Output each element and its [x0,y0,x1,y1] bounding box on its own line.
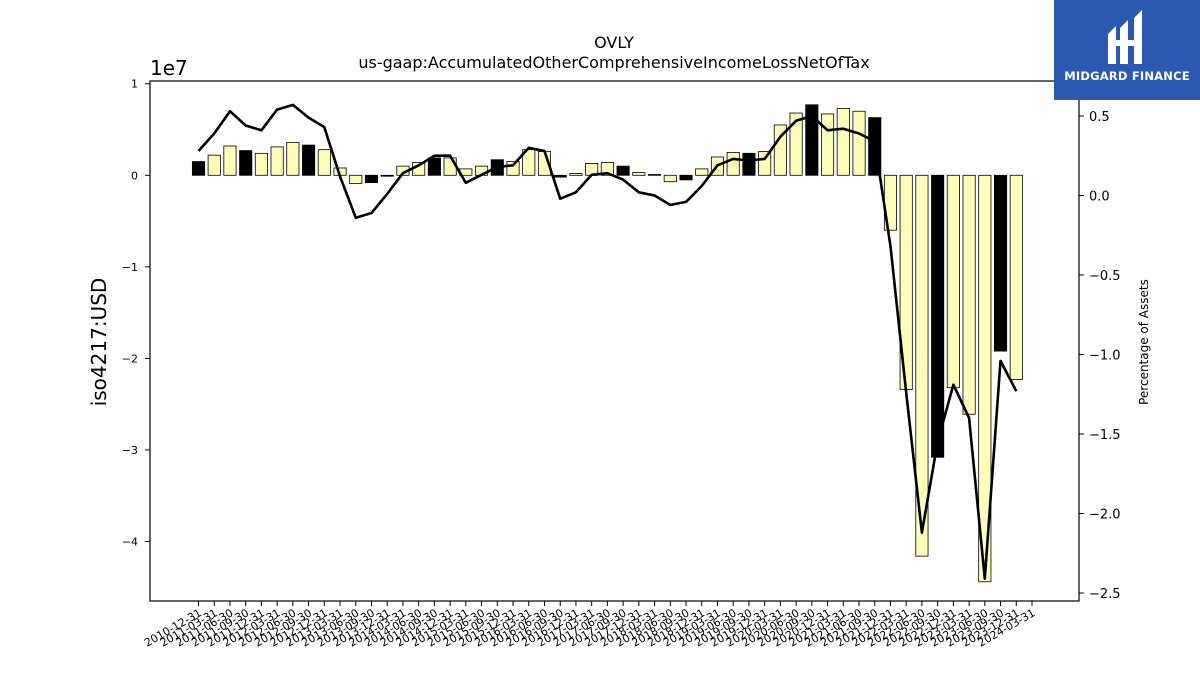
bar [427,157,441,176]
y2-tick-label: −2.5 [1089,587,1121,602]
bar [302,144,316,176]
bar [789,112,803,176]
bar [207,154,221,176]
bar [663,174,677,183]
bar [191,161,206,176]
bar [569,173,583,176]
bar [679,174,693,181]
bar-series [191,104,1023,583]
bar [805,104,819,176]
y-tick-label: −3 [122,444,138,457]
percentage-line [197,103,1018,581]
bar [931,174,945,458]
bar [270,146,284,176]
plot-frame [149,80,1080,602]
y2-axis-label: Percentage of Assets [1137,279,1151,405]
bar [380,174,394,177]
bar [443,157,457,176]
y-tick-label: −2 [122,352,138,365]
bar [648,173,662,176]
bar [773,124,787,176]
line-series [197,103,1018,581]
bar [317,149,331,176]
y-tick-label: 0 [131,169,138,182]
y2-axis: 0.5 0.0 −0.5 −1.0 −1.5 −2.0 −2.5 [1079,110,1121,602]
bar [600,162,614,176]
y-axis: 1 0 −1 −2 −3 −4 [122,78,150,548]
y2-tick-label: −0.5 [1089,269,1121,284]
bar [553,174,567,178]
logo: MIDGARD FINANCE [1054,0,1200,100]
bar [616,165,630,176]
y-axis-label: iso4217:USD [87,278,111,407]
y-tick-label: −4 [122,535,138,548]
bar [632,172,646,176]
bar [239,150,253,176]
y2-tick-label: 0.5 [1089,110,1110,125]
chart-title: OVLY [594,33,634,52]
y2-tick-label: −2.0 [1089,508,1121,523]
y2-tick-label: −1.5 [1089,428,1121,443]
bar [821,113,835,176]
bar [1009,174,1023,380]
bar [286,141,300,176]
bar [364,174,379,184]
bar [978,174,992,583]
bar [742,152,756,176]
logo-mark-icon [1108,10,1142,64]
bar [915,174,929,557]
logo-text: MIDGARD FINANCE [1064,69,1190,83]
bar [962,174,976,415]
bar [223,145,237,176]
x-axis: 2010-12-312011-03-312011-06-302011-09-30… [142,601,1038,650]
bar [254,152,268,176]
bar [695,168,709,176]
y-axis-offset-label: 1e7 [150,56,188,80]
y2-tick-label: 0.0 [1089,189,1110,204]
bar [852,110,866,176]
bar [994,174,1008,352]
chart-subtitle: us-gaap:AccumulatedOtherComprehensiveInc… [358,53,869,72]
bar [758,151,772,176]
bar [726,152,740,176]
bar [349,174,363,184]
y2-tick-label: −1.0 [1089,349,1121,364]
y-tick-label: 1 [131,78,138,91]
y-tick-label: −1 [122,261,138,274]
bar [946,174,960,389]
bar [836,108,850,176]
